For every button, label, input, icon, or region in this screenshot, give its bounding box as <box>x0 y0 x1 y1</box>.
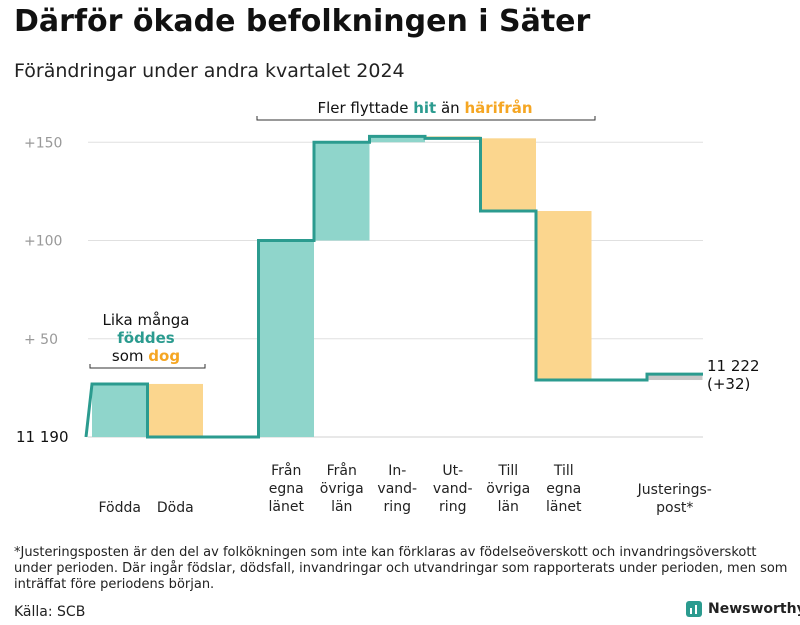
source-note: Källa: SCB <box>14 604 86 620</box>
x-label-till-egna-lanet: Till egna länet <box>546 463 582 515</box>
x-label-line: övriga <box>486 481 530 497</box>
x-label-line: Födda <box>99 500 141 516</box>
x-label-line: Från <box>327 462 357 479</box>
x-label-line: egna <box>546 481 581 497</box>
births-note-died: dog <box>148 347 180 365</box>
migration-note-mid: än <box>436 99 464 117</box>
x-label-line: länet <box>269 499 305 515</box>
bar-invandring <box>369 136 425 143</box>
newsworthy-logo-icon <box>686 601 702 617</box>
footnote: *Justeringsposten är den del av folkökni… <box>14 545 788 592</box>
bar-fodda <box>92 383 148 437</box>
x-label-line: län <box>331 499 352 515</box>
x-label-line: länet <box>546 499 582 515</box>
running-total-line <box>84 134 703 439</box>
x-label-fodda: Födda <box>99 500 141 516</box>
x-label-fran-egna-lanet: Från egna länet <box>269 462 305 515</box>
bar-fran-ovriga-lan <box>314 142 370 241</box>
chart-title: Därför ökade befolkningen i Säter <box>14 4 591 39</box>
bar-justeringspost <box>647 374 703 381</box>
chart-subtitle: Förändringar under andra kvartalet 2024 <box>14 60 405 82</box>
migration-note-prefix: Fler flyttade <box>317 99 413 117</box>
x-label-line: län <box>498 499 519 515</box>
start-value-label: 11 190 <box>16 428 69 446</box>
births-note-line3: som dog <box>112 347 180 365</box>
x-label-line: Till <box>497 463 518 479</box>
migration-note: Fler flyttade hit än härifrån <box>317 99 532 117</box>
x-label-utvandring: Ut-vand-ring <box>433 463 473 515</box>
x-label-line: vand- <box>433 481 473 497</box>
x-label-fran-ovriga-lan: Från övriga län <box>320 462 364 515</box>
end-value-label: 11 222 <box>707 357 760 375</box>
end-change-label: (+32) <box>707 375 750 393</box>
x-label-invandring: In-vand-ring <box>377 463 417 515</box>
births-note-line1: Lika många <box>103 311 190 329</box>
x-label-line: Döda <box>157 500 194 516</box>
x-label-line: post* <box>656 500 693 516</box>
migration-note-from: härifrån <box>464 99 532 117</box>
births-note-prefix: som <box>112 347 148 365</box>
newsworthy-logo: Newsworthy <box>686 601 800 617</box>
x-label-line: ring <box>439 499 466 515</box>
x-label-justeringspost: Justerings-post* <box>637 482 712 516</box>
x-label-line: Ut- <box>442 463 463 479</box>
x-label-line: egna <box>269 481 304 497</box>
y-tick-label: +150 <box>24 135 62 151</box>
x-label-line: In- <box>388 463 406 479</box>
bar-doda <box>147 383 203 437</box>
births-bracket <box>89 364 206 369</box>
y-tick-label: + 50 <box>24 332 58 348</box>
x-label-till-ovriga-lan: Till övriga län <box>486 463 530 515</box>
bar-till-ovriga-lan <box>480 138 536 212</box>
x-label-line: Justerings- <box>637 482 712 498</box>
x-label-line: Från <box>271 462 301 479</box>
x-label-doda: Döda <box>157 500 194 516</box>
x-label-line: ring <box>384 499 411 515</box>
waterfall-chart: +150 +100 + 50 Födda Döda Från egna länet Från öv… <box>16 99 760 516</box>
bar-fran-egna-lanet <box>258 240 314 437</box>
y-tick-label: +100 <box>24 234 62 250</box>
bar-till-egna-lanet <box>536 211 592 381</box>
brand-name: Newsworthy <box>708 601 800 617</box>
x-label-line: övriga <box>320 481 364 497</box>
migration-note-here: hit <box>413 99 436 117</box>
x-label-line: Till <box>553 463 574 479</box>
migration-bracket <box>256 116 596 121</box>
births-note-born: föddes <box>117 329 174 347</box>
x-label-line: vand- <box>377 481 417 497</box>
